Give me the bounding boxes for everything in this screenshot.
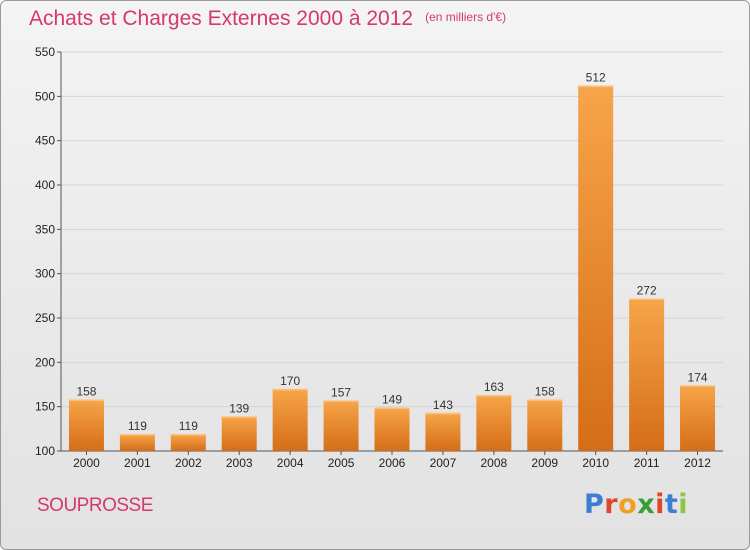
y-tick-label: 550 [35,45,55,59]
bar-highlight [578,85,614,88]
bar [68,399,104,451]
data-label: 174 [688,370,708,384]
bar [476,395,512,451]
x-tick-label: 2009 [531,456,558,470]
y-tick-label: 300 [35,267,55,281]
x-tick-label: 2001 [124,456,151,470]
y-tick-label: 250 [35,311,55,325]
data-label: 119 [179,419,198,433]
bar-highlight [272,388,308,391]
x-tick-label: 2010 [582,456,609,470]
chart-title-text: Achats et Charges Externes 2000 à 2012 [29,7,414,30]
x-tick-label: 2012 [684,456,711,470]
bar-highlight [425,412,461,415]
bar [119,434,155,451]
chart-title: Achats et Charges Externes 2000 à 2012 (e… [29,7,506,31]
town-name: SOUPROSSE [37,495,153,516]
y-tick-label: 200 [35,355,55,369]
logo-letter: i [678,489,689,520]
bar [374,407,410,451]
bar-highlight [170,434,206,436]
data-label: 119 [128,419,147,433]
logo-letter: o [618,489,638,520]
data-label: 512 [586,71,606,85]
data-label: 157 [331,385,351,399]
bar [221,416,257,451]
logo-letter: t [664,489,679,520]
data-label: 139 [229,401,249,415]
y-tick-label: 450 [35,134,55,148]
bar-highlight [680,385,716,387]
bar [680,385,716,451]
bar [578,85,614,452]
bar-highlight [221,416,257,418]
bar [629,298,665,451]
bar [272,388,308,451]
x-tick-label: 2008 [480,456,507,470]
proxiti-logo: Proxiti [584,489,688,520]
logo-letter: i [655,489,665,520]
x-tick-label: 2006 [379,456,406,470]
x-tick-label: 2011 [634,456,660,470]
bar-highlight [68,399,104,402]
logo-letter: P [584,489,605,520]
data-label: 272 [637,283,657,297]
x-tick-label: 2000 [73,456,100,470]
bar [170,434,206,451]
bar-highlight [527,399,563,402]
bar-highlight [323,400,359,402]
bar [527,399,563,451]
x-tick-label: 2002 [175,456,202,470]
x-tick-label: 2004 [277,456,304,470]
data-label: 143 [433,398,453,412]
data-label: 149 [382,393,402,407]
y-tick-label: 100 [35,444,55,458]
bar [425,412,461,451]
data-label: 158 [535,385,555,399]
bar [323,400,359,451]
x-tick-label: 2003 [226,456,253,470]
bar-highlight [629,298,665,300]
logo-letter: r [604,489,619,520]
y-tick-label: 500 [35,89,55,103]
y-tick-label: 400 [35,178,55,192]
data-label: 170 [280,374,300,388]
logo-letter: x [637,489,656,520]
data-label: 158 [76,385,96,399]
x-tick-label: 2005 [328,456,355,470]
bar-highlight [119,434,155,436]
y-tick-label: 350 [35,222,55,236]
data-label: 163 [484,380,504,394]
bar-highlight [374,407,410,410]
x-tick-label: 2007 [430,456,457,470]
y-tick-label: 150 [35,400,55,414]
chart-unit: (en milliers d'€) [425,10,507,24]
bar-highlight [476,395,512,397]
